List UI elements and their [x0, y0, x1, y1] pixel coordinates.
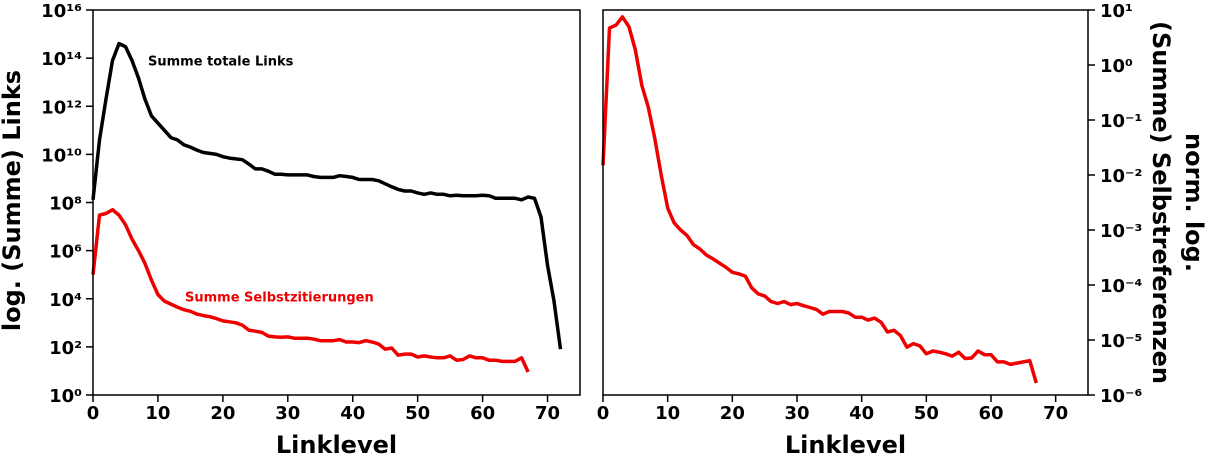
series-line — [601, 15, 1038, 384]
x-tick-label: 40 — [849, 403, 874, 424]
y-tick-label: 10⁻² — [1100, 166, 1142, 187]
y-tick-label: 10⁻⁴ — [1100, 276, 1143, 297]
x-axis-label: Linklevel — [785, 431, 906, 457]
y-tick-label: 10¹⁶ — [41, 1, 82, 22]
x-tick-label: 30 — [784, 403, 809, 424]
x-tick-label: 20 — [720, 403, 745, 424]
x-axis-label: Linklevel — [276, 431, 397, 457]
y-tick-label: 10¹² — [41, 97, 82, 118]
y-tick-label: 10¹⁴ — [41, 49, 82, 70]
x-tick-label: 60 — [470, 403, 495, 424]
x-tick-label: 70 — [1043, 403, 1068, 424]
series-label: Summe totale Links — [148, 55, 294, 70]
y-axis-label: norm. log. — [1180, 133, 1208, 272]
x-tick-label: 10 — [145, 403, 170, 424]
y-tick-label: 10⁰ — [1100, 56, 1133, 77]
x-tick-label: 0 — [87, 403, 100, 424]
y-tick-label: 10² — [49, 338, 82, 359]
x-tick-label: 20 — [210, 403, 235, 424]
x-tick-label: 50 — [405, 403, 430, 424]
series-line — [91, 207, 530, 373]
x-tick-label: 0 — [597, 403, 610, 424]
x-tick-label: 60 — [978, 403, 1003, 424]
y-tick-label: 10⁻⁶ — [1100, 386, 1143, 407]
plot-frame — [602, 9, 1089, 396]
y-tick-label: 10¹ — [1100, 1, 1133, 22]
y-tick-label: 10⁸ — [49, 194, 82, 215]
y-tick-label: 10⁰ — [49, 386, 82, 407]
y-tick-label: 10⁶ — [49, 242, 82, 263]
y-axis-label: log. (Summe) Links — [0, 70, 26, 331]
plot-frame — [92, 9, 581, 396]
y-tick-label: 10⁻⁵ — [1100, 331, 1142, 352]
y-axis-label: (Summe) Selbstreferenzen — [1147, 21, 1175, 384]
x-tick-label: 40 — [340, 403, 365, 424]
x-tick-label: 50 — [914, 403, 939, 424]
series-label: Summe Selbstzitierungen — [185, 291, 374, 306]
x-tick-label: 10 — [655, 403, 680, 424]
y-tick-label: 10⁻¹ — [1100, 111, 1142, 132]
x-tick-label: 70 — [535, 403, 560, 424]
y-tick-label: 10¹⁰ — [41, 145, 82, 166]
y-tick-label: 10⁴ — [49, 290, 82, 311]
series-line — [91, 41, 563, 350]
x-tick-label: 30 — [275, 403, 300, 424]
y-tick-label: 10⁻³ — [1100, 221, 1142, 242]
